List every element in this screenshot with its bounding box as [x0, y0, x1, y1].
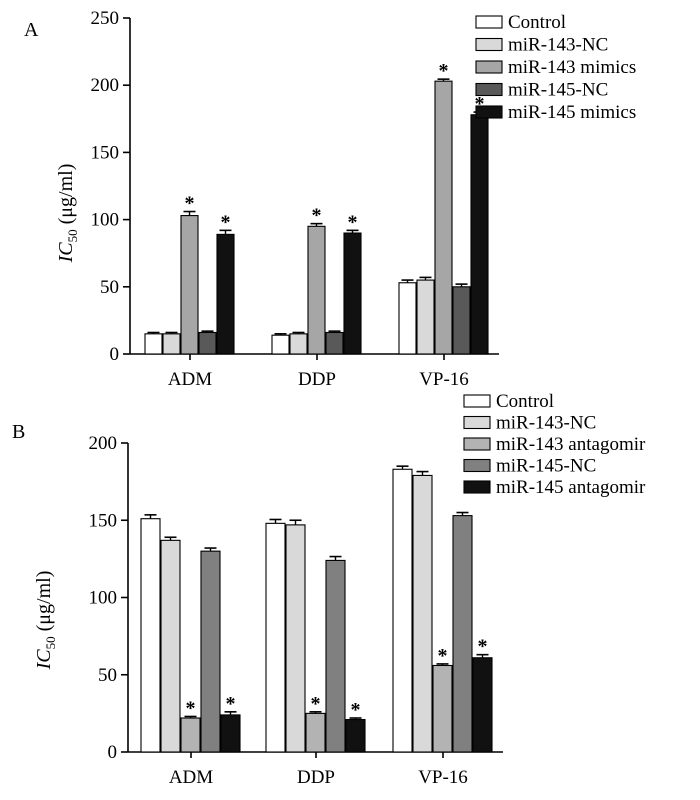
bar: [345, 719, 366, 753]
panel-label: A: [24, 19, 39, 41]
x-category-label: VP-16: [418, 767, 468, 788]
significance-star: *: [351, 699, 361, 721]
y-tick-label: 200: [91, 75, 120, 96]
x-category-label: DDP: [298, 369, 336, 390]
legend-swatch: [475, 15, 503, 29]
significance-star: *: [348, 211, 358, 233]
legend-swatch: [463, 480, 491, 494]
bar: [452, 515, 473, 753]
y-tick-label: 200: [89, 433, 118, 454]
legend-entry: Control: [508, 12, 566, 33]
bar: [452, 286, 471, 355]
bar: [307, 225, 326, 355]
bar: [160, 539, 181, 753]
bar: [198, 331, 217, 355]
legend-swatch: [475, 105, 503, 119]
significance-star: *: [439, 60, 449, 82]
bar: [470, 114, 489, 355]
significance-star: *: [186, 697, 196, 719]
legend-swatch: [475, 60, 503, 74]
legend-entry: miR-143 antagomir: [496, 434, 646, 455]
y-axis-label-unit: (μg/ml): [33, 571, 55, 637]
legend-entry: Control: [496, 391, 554, 412]
legend-swatch: [475, 37, 503, 52]
legend-entry: miR-143-NC: [496, 413, 596, 434]
y-tick-label: 100: [91, 210, 120, 231]
y-axis-label-main: IC: [55, 242, 77, 264]
bar: [140, 518, 161, 753]
panel-label: B: [12, 421, 25, 443]
y-tick-label: 150: [89, 510, 118, 531]
x-category-label: VP-16: [419, 369, 469, 390]
bar: [343, 232, 362, 355]
significance-star: *: [221, 211, 231, 233]
bar: [416, 279, 435, 355]
y-tick-label: 100: [89, 588, 118, 609]
bar: [216, 233, 235, 355]
bar: [180, 215, 199, 355]
legend-entry: miR-143-NC: [508, 35, 608, 56]
y-axis-label: IC50 (μg/ml): [33, 571, 58, 671]
bar: [412, 474, 433, 753]
y-axis-label-main: IC: [33, 649, 55, 671]
bar: [200, 550, 221, 753]
y-axis-label-subscript: 50: [43, 636, 58, 649]
bar: [180, 717, 201, 753]
significance-star: *: [185, 193, 195, 215]
legend-entry: miR-143 mimics: [508, 57, 636, 78]
legend-swatch: [463, 394, 491, 408]
legend-swatch: [463, 458, 491, 473]
y-axis-label-unit: (μg/ml): [55, 164, 77, 230]
legend-swatch: [475, 82, 503, 97]
bar: [271, 334, 290, 355]
significance-star: *: [312, 205, 322, 227]
bar: [472, 657, 493, 753]
significance-star: *: [475, 93, 485, 115]
y-tick-label: 250: [91, 8, 120, 29]
y-axis-label: IC50 (μg/ml): [55, 164, 80, 264]
legend-swatch: [463, 437, 491, 451]
bar: [289, 333, 308, 355]
bar: [144, 333, 163, 355]
x-category-label: ADM: [169, 767, 213, 788]
bar: [432, 664, 453, 753]
legend-entry: miR-145-NC: [496, 456, 596, 477]
bar: [325, 559, 346, 753]
y-tick-label: 50: [98, 665, 117, 686]
bar: [305, 712, 326, 753]
significance-star: *: [438, 645, 448, 667]
y-tick-label: 50: [100, 277, 119, 298]
significance-star: *: [226, 693, 236, 715]
y-tick-label: 150: [91, 142, 120, 163]
bar: [220, 714, 241, 753]
y-tick-label: 0: [108, 742, 118, 763]
legend-swatch: [463, 415, 491, 430]
x-category-label: ADM: [168, 369, 212, 390]
legend-entry: miR-145-NC: [508, 80, 608, 101]
bar: [398, 282, 417, 355]
significance-star: *: [311, 693, 321, 715]
bar: [434, 80, 453, 355]
legend-entry: miR-145 antagomir: [496, 477, 646, 498]
bar: [162, 333, 181, 355]
x-category-label: DDP: [297, 767, 335, 788]
legend-entry: miR-145 mimics: [508, 102, 636, 123]
y-axis-label-subscript: 50: [65, 229, 80, 242]
bar: [392, 468, 413, 753]
bar: [325, 331, 344, 355]
bar: [265, 522, 286, 753]
y-tick-label: 0: [110, 344, 120, 365]
significance-star: *: [478, 636, 488, 658]
bar: [285, 524, 306, 753]
